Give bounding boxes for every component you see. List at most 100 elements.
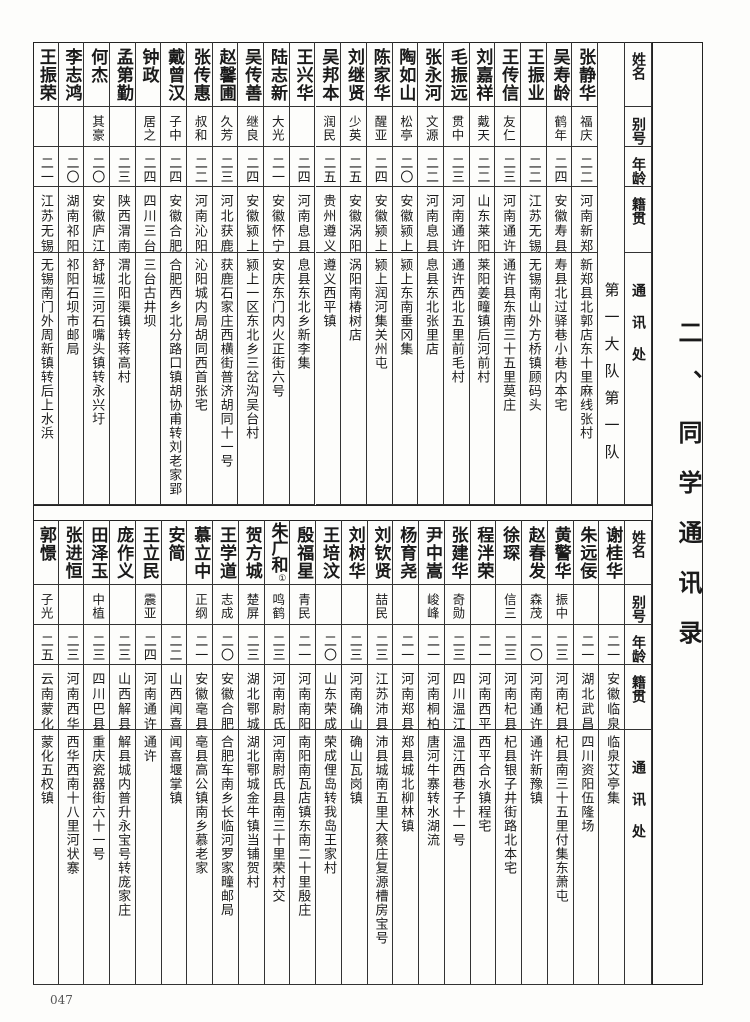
student-address: 舒城三河石嘴头镇转永兴圩	[89, 258, 105, 426]
student-alias-cell	[58, 107, 85, 147]
student-origin-cell: 江苏无锡	[520, 187, 547, 253]
student-alias-cell: 叔和	[187, 107, 213, 147]
student-age: 二五	[37, 634, 53, 662]
student-address-cell: 唐河牛寨转水湖流	[419, 730, 445, 985]
student-age: 二一	[398, 634, 414, 662]
student-name-cell: 吴传善	[238, 42, 265, 107]
student-alias-cell	[573, 585, 600, 625]
student-origin: 四川三台	[140, 194, 156, 253]
student-alias-cell: 其豪	[84, 107, 111, 147]
student-origin-cell: 安徽合肥	[213, 665, 239, 730]
student-address-cell: 通许新豫镇	[522, 730, 548, 985]
student-name-cell: 黄警华	[547, 520, 574, 585]
student-age: 二五	[346, 156, 361, 184]
student-alias-cell: 奇勋	[444, 585, 471, 625]
student-origin-cell: 山西解县	[110, 665, 136, 730]
student-address: 颍上润河集关州屯	[371, 258, 387, 370]
student-origin: 湖北鄂城	[243, 672, 259, 730]
student-name-cell: 刘树华	[341, 520, 368, 585]
student-name: 李志鸿	[61, 48, 82, 102]
student-age-cell: 二四	[366, 147, 393, 187]
student-address: 无锡南山外方桥镇顾码头	[525, 258, 541, 412]
header-origin-cell: 籍贯	[625, 187, 652, 253]
student-alias: 鸣鹤	[270, 593, 286, 620]
student-address-cell: 沁阳城内局胡同西首张宅	[187, 253, 213, 505]
student-age-cell: 二二	[187, 147, 213, 187]
student-address-cell: 祁阳石坝市邮局	[58, 253, 85, 505]
student-alias: 友仁	[500, 115, 516, 142]
student-name-cell: 尹中嵩	[419, 520, 445, 585]
student-address-cell: 颍上润河集关州屯	[366, 253, 393, 505]
student-origin: 安徽合肥	[218, 672, 234, 730]
student-alias: 戴天	[475, 115, 491, 142]
student-address-cell: 通许县东南三十五里莫庄	[495, 253, 521, 505]
student-age: 二四	[140, 156, 156, 184]
student-age-cell: 二四	[135, 147, 162, 187]
student-origin-cell: 安徽颍上	[392, 187, 419, 253]
student-origin: 河南通许	[448, 194, 464, 253]
student-origin-cell: 河南通许	[135, 665, 162, 730]
student-address-cell: 涡阳南椿树店	[341, 253, 367, 505]
header-age-cell: 年龄	[625, 625, 652, 665]
student-address-cell: 安庆东门内火正街六号	[264, 253, 290, 505]
student-origin: 安徽颍上	[397, 194, 413, 253]
student-address: 唐河牛寨转水湖流	[423, 735, 439, 847]
student-alias-cell	[470, 585, 497, 625]
student-alias: 青民	[296, 593, 311, 620]
student-origin-cell: 安徽临泉	[599, 665, 625, 730]
student-name: 陆志新	[266, 48, 287, 102]
student-address-cell: 莱阳姜疃镇后河前村	[469, 253, 496, 505]
student-address: 荣成俚岛转我岛王家村	[320, 735, 336, 875]
student-address: 湖北鄂城金牛镇当铺贺村	[243, 735, 259, 889]
student-age-cell: 二一	[573, 625, 600, 665]
student-origin-cell: 河南西华	[58, 665, 85, 730]
student-origin-cell: 湖北鄂城	[238, 665, 265, 730]
student-address-cell: 息县东北乡新李集	[289, 253, 316, 505]
student-age-cell: 二〇	[84, 147, 111, 187]
student-origin: 江苏无锡	[37, 194, 53, 253]
student-alias: 文源	[423, 115, 439, 142]
student-alias-cell: 子光	[33, 585, 59, 625]
student-name-cell: 张进恒	[58, 520, 85, 585]
header-alias: 别号	[630, 595, 646, 623]
student-origin: 安徽合肥	[166, 194, 182, 253]
student-origin-cell: 安徽涡阳	[341, 187, 367, 253]
student-address: 三台古井坝	[140, 258, 156, 328]
student-origin-cell: 安徽寿县	[546, 187, 573, 253]
student-origin: 河北获鹿	[217, 194, 233, 253]
student-address: 沛县城南五里大蔡庄复源槽房宝号	[372, 735, 388, 945]
student-age-cell: 二三	[547, 625, 574, 665]
student-origin-cell: 河南通许	[443, 187, 470, 253]
student-origin: 河南杞县	[501, 672, 517, 730]
student-name-cell: 张建华	[444, 520, 471, 585]
student-origin: 河南通许	[526, 672, 542, 730]
student-age-cell: 二〇	[392, 147, 419, 187]
student-origin-cell: 河南尉氏	[264, 665, 291, 730]
student-alias: 久芳	[218, 115, 234, 142]
student-origin: 河南新郑	[577, 194, 593, 253]
student-name: 慕立中	[190, 526, 211, 580]
student-alias-cell: 正纲	[187, 585, 214, 625]
student-alias-cell: 青民	[290, 585, 317, 625]
student-origin-cell: 河南杞县	[496, 665, 523, 730]
student-address: 杞县南三十五里付集东萧屯	[552, 735, 568, 903]
header-name: 姓名	[630, 52, 646, 80]
student-name: 徐琛	[499, 526, 520, 562]
student-name-cell: 吴寿龄	[546, 42, 573, 107]
student-alias: 醒亚	[372, 115, 388, 142]
student-alias-cell: 子中	[161, 107, 188, 147]
student-age-cell: 二二	[520, 147, 547, 187]
student-name-cell: 赵馨圃	[212, 42, 239, 107]
student-name-cell: 慕立中	[187, 520, 214, 585]
table-divider	[33, 505, 653, 506]
student-alias: 楚屏	[244, 593, 260, 620]
student-origin: 江苏无锡	[525, 194, 541, 253]
student-age: 二四	[243, 156, 259, 184]
student-age: 二二	[525, 156, 541, 184]
student-origin-cell: 安徽颍上	[238, 187, 265, 253]
student-age: 二一	[578, 634, 594, 662]
student-name: 吴传善	[241, 48, 262, 102]
student-origin: 安徽寿县	[551, 194, 567, 253]
student-address-cell: 通许	[135, 730, 162, 985]
student-origin: 河南息县	[423, 194, 439, 253]
